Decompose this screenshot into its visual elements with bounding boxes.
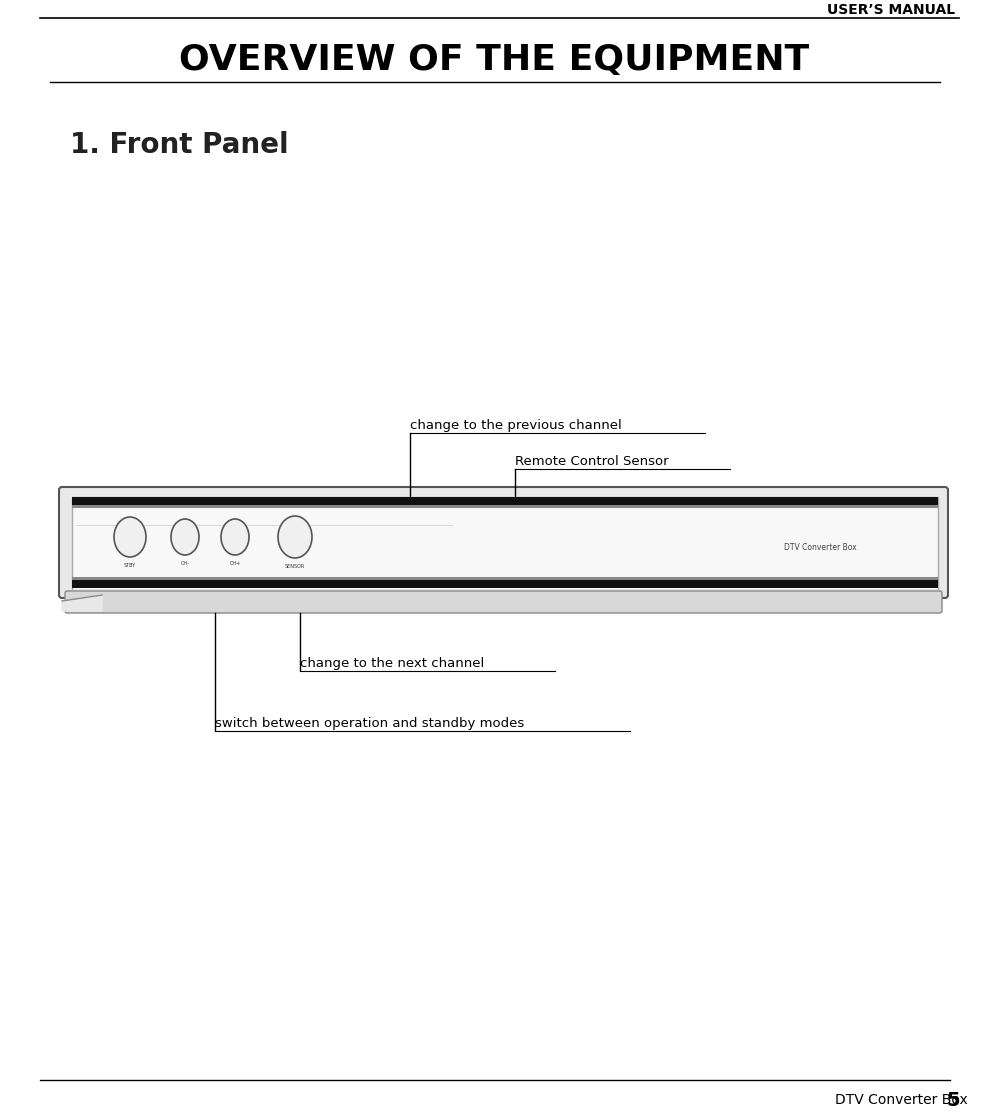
Text: OVERVIEW OF THE EQUIPMENT: OVERVIEW OF THE EQUIPMENT bbox=[179, 43, 809, 77]
Text: Remote Control Sensor: Remote Control Sensor bbox=[515, 455, 669, 468]
Polygon shape bbox=[62, 595, 102, 611]
Ellipse shape bbox=[171, 519, 199, 555]
Bar bbox=[72, 577, 938, 580]
Text: change to the next channel: change to the next channel bbox=[300, 657, 485, 670]
Text: CH+: CH+ bbox=[229, 561, 240, 566]
Bar bbox=[72, 497, 938, 590]
Text: 5: 5 bbox=[946, 1091, 960, 1110]
Text: DTV Converter Box: DTV Converter Box bbox=[835, 1093, 968, 1107]
Text: 1. Front Panel: 1. Front Panel bbox=[70, 131, 289, 159]
Text: switch between operation and standby modes: switch between operation and standby mod… bbox=[215, 717, 524, 730]
Bar bbox=[72, 505, 938, 508]
Text: STBY: STBY bbox=[124, 563, 136, 568]
Ellipse shape bbox=[221, 519, 249, 555]
Text: USER’S MANUAL: USER’S MANUAL bbox=[827, 3, 955, 17]
Ellipse shape bbox=[114, 517, 146, 557]
Text: DTV Converter Box: DTV Converter Box bbox=[783, 543, 856, 552]
Text: CH-: CH- bbox=[181, 561, 190, 566]
Text: change to the previous channel: change to the previous channel bbox=[410, 419, 622, 432]
FancyBboxPatch shape bbox=[59, 487, 948, 598]
Ellipse shape bbox=[278, 516, 312, 558]
Text: SENSOR: SENSOR bbox=[285, 564, 306, 568]
FancyBboxPatch shape bbox=[65, 591, 942, 613]
Bar bbox=[72, 497, 938, 505]
Bar bbox=[72, 580, 938, 587]
